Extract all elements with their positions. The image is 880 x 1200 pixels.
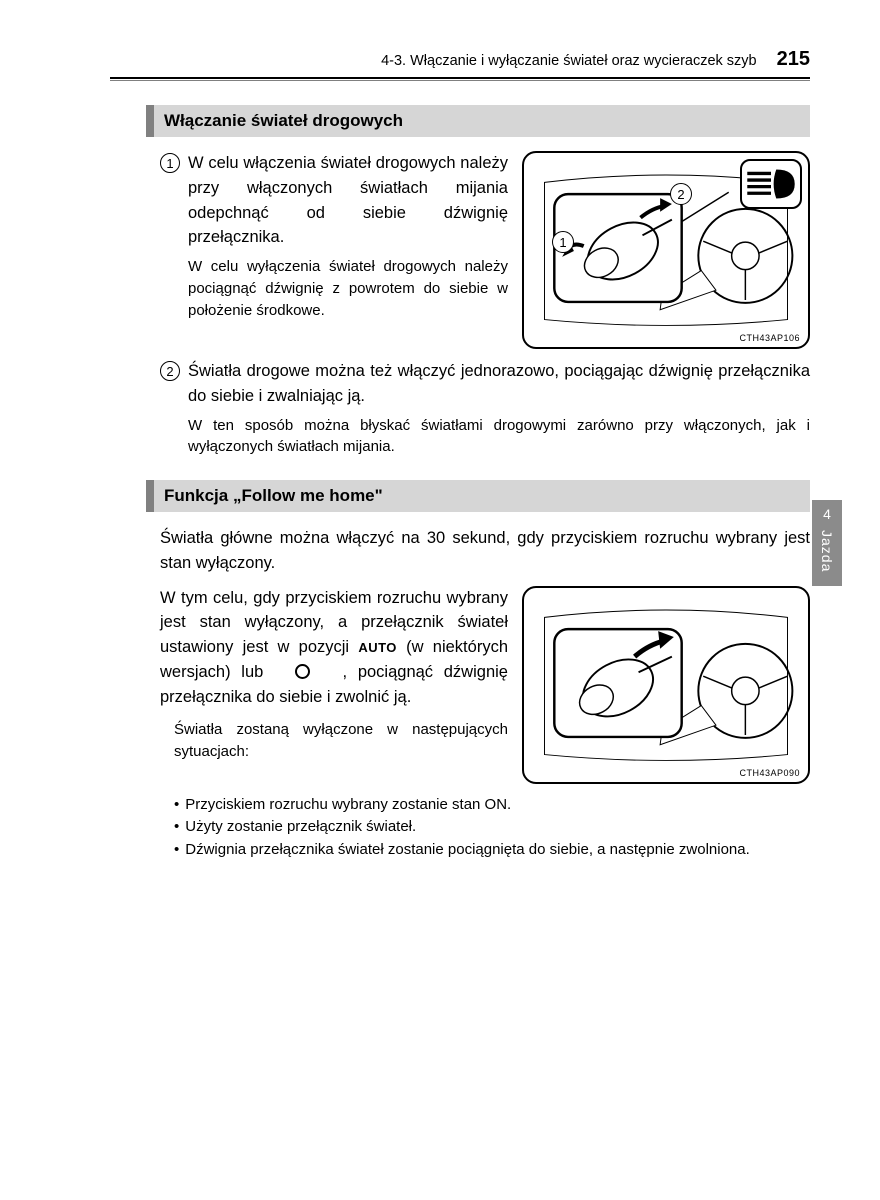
diagram2-label: CTH43AP090	[739, 768, 800, 778]
page-number: 215	[777, 48, 810, 71]
manual-page: 4-3. Włączanie i wyłączanie świateł oraz…	[0, 0, 880, 923]
step2-text: Światła drogowe można też włączyć jednor…	[188, 359, 810, 409]
section-heading-2: Funkcja „Follow me home"	[146, 480, 810, 512]
step1-text: W celu włączenia świateł drogowych należ…	[188, 151, 508, 250]
diagram-1: 1 2 CTH43AP106	[522, 151, 810, 349]
headlight-symbol-icon	[295, 664, 310, 679]
section-path: 4-3. Włączanie i wyłączanie świateł oraz…	[381, 53, 757, 69]
bullet-1: Użyty zostanie przełącznik świateł.	[185, 816, 416, 839]
bullet-item: •Dźwignia przełącznika świateł zostanie …	[174, 839, 810, 862]
step1-text-col: 1 W celu włączenia świateł drogowych nal…	[160, 151, 508, 321]
numbered-item-2: 2 Światła drogowe można też włączyć jedn…	[160, 359, 810, 409]
section2-text-col: W tym celu, gdy przyciskiem rozruchu wyb…	[160, 586, 508, 763]
auto-label: AUTO	[358, 640, 397, 655]
bullet-0: Przyciskiem rozruchu wybrany zostanie st…	[185, 794, 511, 817]
section2-sub-intro: Światła zostaną wyłączone w następującyc…	[174, 719, 508, 763]
section2-row: W tym celu, gdy przyciskiem rozruchu wyb…	[160, 586, 810, 784]
section2-content: Światła główne można włączyć na 30 sekun…	[160, 526, 810, 861]
step2-subtext: W ten sposób można błyskać światłami dro…	[188, 415, 810, 459]
bullet-list: •Przyciskiem rozruchu wybrany zostanie s…	[174, 794, 810, 862]
diagram1-callout-2: 2	[670, 183, 692, 205]
chapter-tab-num: 4	[812, 500, 842, 524]
step1-subtext: W celu wyłączenia świateł drogowych nale…	[188, 256, 508, 321]
step1-row: 1 W celu włączenia świateł drogowych nal…	[160, 151, 810, 349]
chapter-tab: 4 Jazda	[812, 500, 842, 586]
section-heading-1: Włączanie świateł drogowych	[146, 105, 810, 137]
diagram1-label: CTH43AP106	[739, 333, 800, 343]
numbered-item-1: 1 W celu włączenia świateł drogowych nal…	[160, 151, 508, 250]
bullet-item: •Użyty zostanie przełącznik świateł.	[174, 816, 810, 839]
diagram1-callout-1: 1	[552, 231, 574, 253]
section2-intro: Światła główne można włączyć na 30 sekun…	[160, 526, 810, 576]
page-header: 4-3. Włączanie i wyłączanie świateł oraz…	[150, 48, 810, 71]
section2-body: W tym celu, gdy przyciskiem rozruchu wyb…	[160, 586, 508, 710]
header-rule	[110, 77, 810, 81]
step-number-2: 2	[160, 361, 180, 381]
high-beam-icon	[740, 159, 802, 209]
diagram-2: CTH43AP090	[522, 586, 810, 784]
chapter-tab-label: Jazda	[812, 524, 843, 586]
step-number-1: 1	[160, 153, 180, 173]
bullet-item: •Przyciskiem rozruchu wybrany zostanie s…	[174, 794, 810, 817]
section1-content: 1 W celu włączenia świateł drogowych nal…	[160, 151, 810, 458]
bullet-2: Dźwignia przełącznika świateł zostanie p…	[185, 839, 750, 862]
